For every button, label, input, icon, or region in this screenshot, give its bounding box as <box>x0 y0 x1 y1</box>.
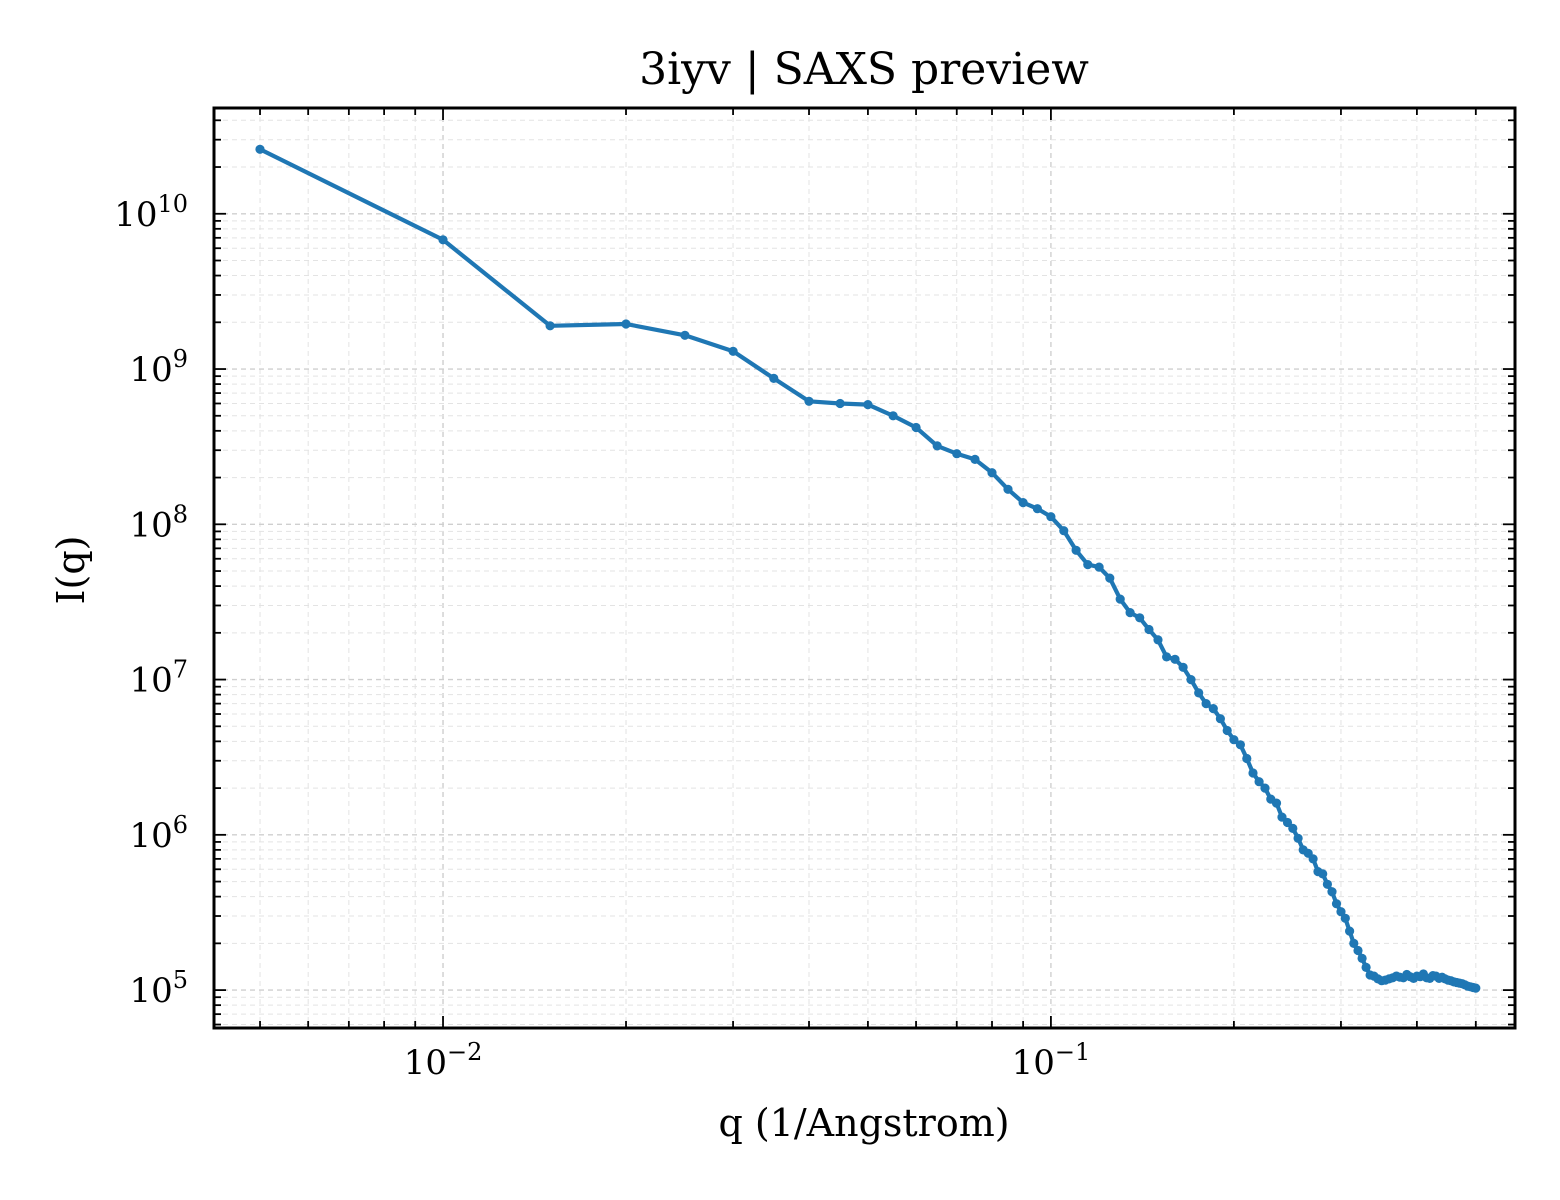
y-tick-label: 105 <box>129 966 188 1011</box>
data-point <box>1186 675 1196 685</box>
data-point <box>1083 560 1093 570</box>
data-point <box>1071 545 1081 555</box>
data-point <box>1135 613 1145 623</box>
data-point <box>1105 573 1115 583</box>
plot-frame <box>212 106 1517 1030</box>
data-series <box>255 144 1481 993</box>
data-point <box>1331 899 1342 909</box>
data-point <box>1046 512 1056 522</box>
tick-labels: 10−2 10−1 105 106 107 108 109 1010 <box>114 190 1090 1083</box>
data-point <box>1115 594 1125 604</box>
data-point <box>1357 953 1367 964</box>
data-point <box>835 398 845 409</box>
y-tick-label: 108 <box>129 500 188 545</box>
data-point <box>1293 833 1303 843</box>
data-point <box>1170 654 1180 664</box>
data-point <box>1353 945 1363 956</box>
data-point <box>1178 662 1188 672</box>
data-point <box>1327 887 1337 897</box>
y-tick-label: 107 <box>129 656 188 701</box>
data-point <box>1194 688 1204 698</box>
data-point <box>621 319 631 329</box>
data-point <box>769 373 779 383</box>
data-point <box>1336 907 1346 917</box>
data-point <box>1201 699 1211 709</box>
y-axis-label: I(q) <box>49 536 93 605</box>
data-point <box>1248 768 1258 778</box>
data-point <box>1271 798 1282 808</box>
data-point <box>1094 562 1104 572</box>
data-point <box>1242 753 1252 764</box>
data-point <box>1345 926 1355 936</box>
data-point <box>804 396 814 406</box>
y-tick-label: 106 <box>129 811 188 856</box>
data-point <box>255 144 265 154</box>
data-point <box>1018 498 1028 508</box>
data-point <box>1349 938 1359 949</box>
data-point <box>1282 817 1293 828</box>
data-point <box>1162 652 1172 662</box>
data-point <box>1318 869 1328 879</box>
data-point <box>1215 714 1225 724</box>
y-tick-label: 1010 <box>114 190 188 235</box>
data-point <box>1322 879 1332 889</box>
data-point <box>545 321 555 331</box>
data-point <box>1229 735 1239 745</box>
data-point <box>911 422 921 433</box>
data-point <box>1032 504 1042 514</box>
chart-title: 3iyv | SAXS preview <box>639 44 1089 95</box>
data-point <box>970 454 980 464</box>
data-point <box>1235 740 1245 750</box>
x-tick-label: 10−2 <box>404 1038 483 1083</box>
data-point <box>1222 725 1232 736</box>
data-point <box>1003 484 1013 494</box>
x-tick-label: 10−1 <box>1012 1038 1091 1083</box>
grid-lines <box>214 108 1515 1028</box>
data-point <box>438 235 448 245</box>
data-point <box>1208 704 1218 714</box>
data-point <box>1144 624 1154 635</box>
data-point <box>1254 777 1264 787</box>
data-point <box>680 330 690 340</box>
data-point <box>888 411 898 421</box>
data-point <box>863 400 873 410</box>
y-tick-label: 109 <box>129 345 188 390</box>
data-point <box>1153 635 1163 645</box>
data-point <box>1125 608 1135 618</box>
data-point <box>952 449 962 459</box>
data-point <box>1288 823 1298 834</box>
axis-ticks <box>214 108 1515 1028</box>
x-axis-label: q (1/Angstrom) <box>718 1101 1009 1145</box>
data-point <box>728 346 738 356</box>
data-point <box>1361 962 1371 973</box>
data-point <box>1471 983 1481 993</box>
data-point <box>1340 913 1350 923</box>
data-point <box>932 441 942 451</box>
data-point <box>1308 854 1318 864</box>
data-point <box>1059 526 1069 536</box>
data-point <box>1260 783 1270 793</box>
data-point <box>987 468 997 478</box>
